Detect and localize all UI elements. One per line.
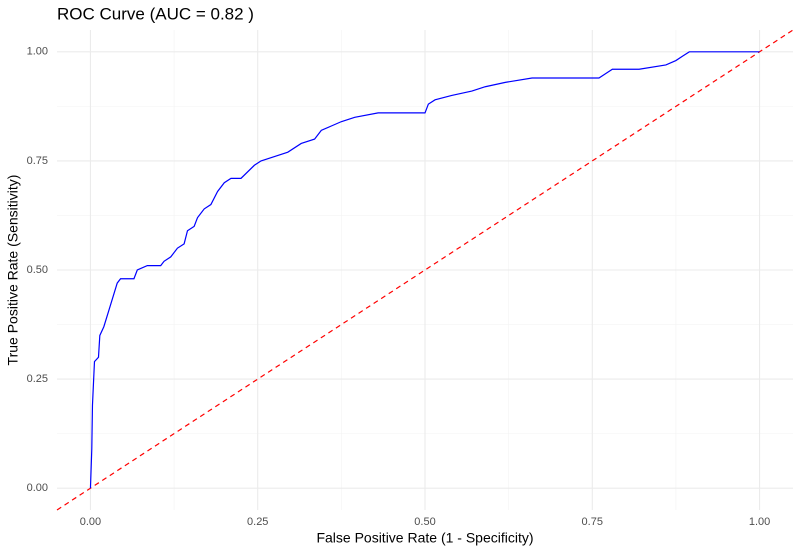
x-tick-label: 0.00 — [80, 516, 101, 528]
y-tick-label: 0.25 — [27, 373, 48, 385]
x-tick-label: 1.00 — [749, 516, 770, 528]
reference-line — [56, 29, 794, 511]
y-tick-label: 0.50 — [27, 264, 48, 276]
roc-curve — [89, 51, 760, 489]
y-tick-label: 1.00 — [27, 46, 48, 58]
x-tick-label: 0.50 — [414, 516, 435, 528]
x-tick-label: 0.25 — [247, 516, 268, 528]
x-axis-title: False Positive Rate (1 - Specificity) — [316, 530, 533, 546]
y-tick-label: 0.00 — [27, 482, 48, 494]
y-axis-title: True Positive Rate (Sensitivity) — [5, 175, 21, 366]
x-tick-label: 0.75 — [582, 516, 603, 528]
chart-title: ROC Curve (AUC = 0.82 ) — [57, 4, 254, 23]
y-tick-label: 0.75 — [27, 155, 48, 167]
